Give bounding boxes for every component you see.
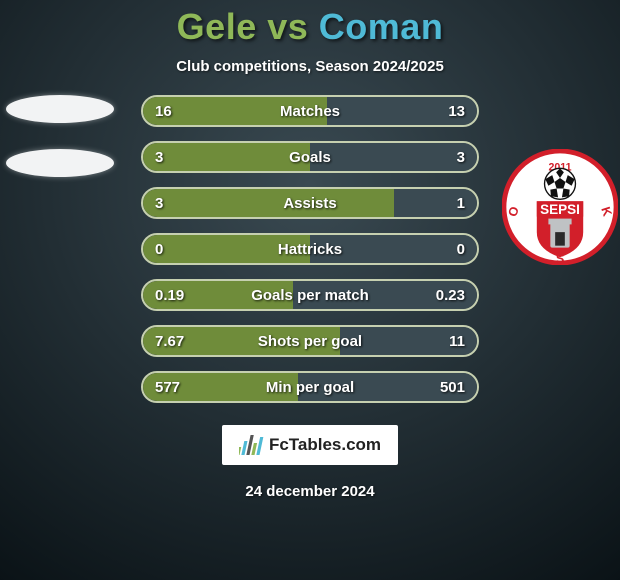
sepsi-osk-crest-icon: 2011 SEPSI O K S <box>502 149 618 265</box>
stat-row: 577 501 Min per goal <box>141 371 479 403</box>
stat-label: Matches <box>280 103 340 120</box>
bar-chart-icon <box>239 433 265 457</box>
stats-rows: 2011 SEPSI O K S <box>0 95 620 403</box>
stat-fill-right <box>310 143 477 171</box>
stat-label: Goals per match <box>251 287 369 304</box>
stat-label: Goals <box>289 149 331 166</box>
stat-row: 16 13 Matches <box>141 95 479 127</box>
stat-value-right: 13 <box>448 103 465 120</box>
stat-row: 0 0 Hattricks <box>141 233 479 265</box>
date: 24 december 2024 <box>245 483 374 500</box>
stat-value-right: 1 <box>457 195 465 212</box>
left-player-badges <box>0 95 120 215</box>
brand-prefix: Fc <box>269 435 289 454</box>
stat-value-right: 11 <box>449 333 465 350</box>
stat-label: Min per goal <box>266 379 354 396</box>
stat-label: Hattricks <box>278 241 342 258</box>
page-title: Gele vs Coman <box>177 6 444 48</box>
stat-fill-left <box>143 189 394 217</box>
player-badge-placeholder <box>6 95 114 123</box>
stat-row: 7.67 11 Shots per goal <box>141 325 479 357</box>
stat-value-left: 0 <box>155 241 163 258</box>
stat-value-left: 16 <box>155 103 172 120</box>
stat-value-left: 0.19 <box>155 287 184 304</box>
stat-value-right: 3 <box>457 149 465 166</box>
stat-fill-left <box>143 143 310 171</box>
stat-value-right: 0.23 <box>436 287 465 304</box>
svg-text:S: S <box>556 252 564 265</box>
brand-text: FcTables.com <box>269 435 381 455</box>
stat-label: Shots per goal <box>258 333 362 350</box>
stat-label: Assists <box>283 195 336 212</box>
stat-value-left: 577 <box>155 379 180 396</box>
crest-label-top: SEPSI <box>540 202 580 217</box>
player-badge-placeholder <box>6 149 114 177</box>
title-right-name: Coman <box>319 6 444 47</box>
stat-value-left: 7.67 <box>155 333 184 350</box>
stat-value-right: 501 <box>440 379 465 396</box>
stat-row: 3 1 Assists <box>141 187 479 219</box>
stat-value-left: 3 <box>155 149 163 166</box>
stat-row: 3 3 Goals <box>141 141 479 173</box>
stat-row: 0.19 0.23 Goals per match <box>141 279 479 311</box>
subtitle: Club competitions, Season 2024/2025 <box>176 58 444 75</box>
stat-value-right: 0 <box>457 241 465 258</box>
title-left-name: Gele <box>177 6 257 47</box>
fctables-logo: FcTables.com <box>222 425 398 465</box>
right-club-crest: 2011 SEPSI O K S <box>500 149 620 269</box>
title-vs: vs <box>267 6 308 47</box>
brand-suffix: Tables.com <box>289 435 381 454</box>
stat-value-left: 3 <box>155 195 163 212</box>
